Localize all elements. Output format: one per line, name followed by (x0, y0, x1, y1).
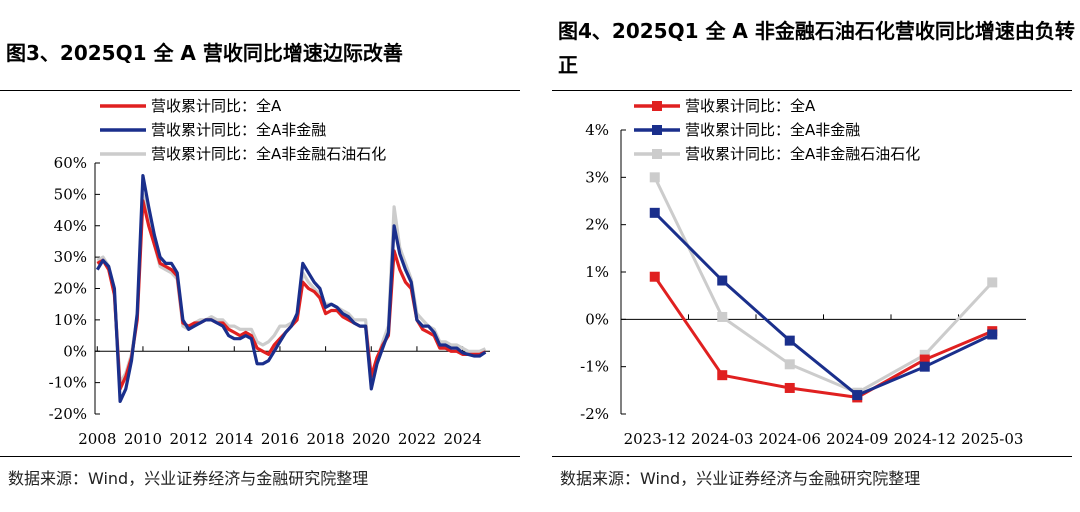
legend-marker (652, 125, 662, 135)
x-tick-label: 2024-09 (826, 430, 888, 448)
source-note: 数据来源：Wind，兴业证券经济与金融研究院整理 (560, 469, 921, 488)
title-rule (552, 90, 1072, 91)
x-tick-label: 2024-03 (691, 430, 753, 448)
series-line (96, 199, 487, 391)
chart-panel-revenue-growth: 图3、2025Q1 全 A 营收同比增速边际改善 -20% -10% 0% 10% 20… (0, 41, 520, 488)
source-rule (0, 456, 520, 457)
y-tick-label: 4% (585, 121, 609, 139)
y-tick-label: 0% (63, 342, 87, 360)
series-marker (649, 271, 660, 282)
line-chart-area: -2% -1% 0% 1% 2% 3% 4% 2023-12 2024-03 2024-06 202… (580, 97, 1026, 448)
series-marker (987, 329, 998, 340)
x-tick-label: 2024 (444, 430, 482, 448)
series-marker (852, 390, 863, 401)
series-line (653, 176, 994, 395)
y-tick-label: 10% (54, 311, 87, 329)
series-marker (784, 335, 795, 346)
y-tick-label: -20% (49, 405, 87, 423)
legend-label: 营收累计同比：全A (685, 97, 816, 115)
series-marker (649, 172, 660, 183)
x-tick-label: 2022 (398, 430, 436, 448)
x-tick-label: 2025-03 (961, 430, 1023, 448)
series-marker (717, 275, 728, 286)
series-marker (987, 277, 998, 288)
series-marker (649, 207, 660, 218)
series-marker (919, 361, 930, 372)
x-tick-label: 2018 (307, 430, 345, 448)
legend-marker (652, 149, 662, 159)
y-tick-label: 30% (54, 248, 87, 266)
y-tick-label: -2% (580, 405, 609, 423)
x-tick-label: 2008 (78, 430, 116, 448)
line-chart-area: -20% -10% 0% 10% 20% 30% 40% 50% 60% 2008 2010 2012… (49, 97, 490, 448)
chart-panel-nonfin-ex-oil-growth: 图4、2025Q1 全 A 非金融石油石化营收同比增速由负转正 -2% -1% 0%… (552, 0, 1080, 512)
series-line (95, 174, 487, 403)
series-marker (717, 311, 728, 322)
y-tick-label: 3% (585, 168, 609, 186)
x-tick-label: 2014 (215, 430, 253, 448)
title-rule (0, 90, 520, 91)
source-note: 数据来源：Wind，兴业证券经济与金融研究院整理 (8, 469, 369, 488)
source-rule (552, 456, 1072, 457)
x-tick-label: 2016 (261, 430, 299, 448)
chart-title: 图3、2025Q1 全 A 营收同比增速边际改善 (6, 41, 403, 65)
legend-label: 营收累计同比：全A非金融 (151, 121, 326, 139)
x-tick-label: 2023-12 (624, 430, 686, 448)
legend-label: 营收累计同比：全A非金融石油石化 (151, 145, 386, 163)
x-tick-label: 2012 (170, 430, 208, 448)
y-tick-label: 20% (54, 280, 87, 298)
series-marker (717, 370, 728, 381)
y-tick-label: 40% (54, 217, 87, 235)
x-tick-label: 2020 (352, 430, 390, 448)
y-tick-label: 50% (54, 185, 87, 203)
y-tick-label: 2% (585, 216, 609, 234)
series-marker (919, 354, 930, 365)
x-tick-label: 2010 (124, 430, 162, 448)
y-tick-label: 1% (585, 263, 609, 281)
x-tick-label: 2024-12 (894, 430, 956, 448)
chart-title: 图4、2025Q1 全 A 非金融石油石化营收同比增速由负转正 (558, 19, 1075, 77)
legend-marker (652, 101, 662, 111)
y-tick-label: 60% (54, 154, 87, 172)
x-tick-label: 2024-06 (759, 430, 821, 448)
series-marker (784, 359, 795, 370)
legend-label: 营收累计同比：全A (151, 97, 282, 115)
series-line (96, 192, 487, 385)
y-tick-label: -1% (580, 358, 609, 376)
series-line (653, 211, 993, 397)
series-line (653, 275, 993, 399)
legend-label: 营收累计同比：全A非金融石油石化 (685, 145, 920, 163)
y-tick-label: 0% (585, 310, 609, 328)
y-tick-label: -10% (49, 374, 87, 392)
legend-label: 营收累计同比：全A非金融 (685, 121, 860, 139)
series-marker (784, 382, 795, 393)
